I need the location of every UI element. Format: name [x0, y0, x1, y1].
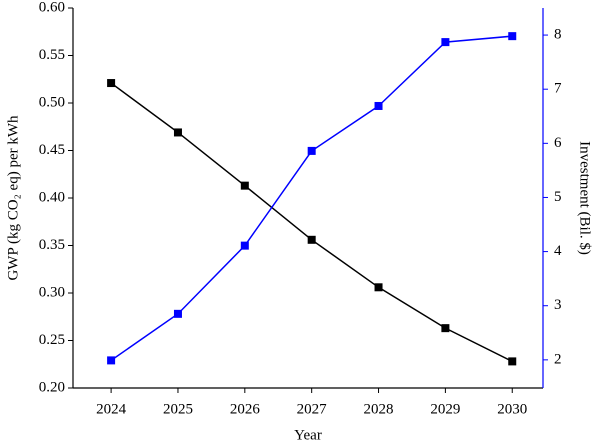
marker — [173, 128, 182, 137]
marker — [107, 356, 116, 365]
marker — [173, 309, 182, 318]
y-tick-label: 0.45 — [39, 142, 65, 158]
x-tick-label: 2027 — [297, 401, 328, 417]
y2-axis-label: Investment (Bil. $) — [577, 141, 593, 255]
series-line — [110, 35, 513, 362]
x-tick-label: 2026 — [230, 401, 261, 417]
y-tick-label: 0.30 — [39, 284, 65, 300]
y-tick-label: 0.35 — [39, 237, 65, 253]
y2-tick-label: 3 — [554, 297, 562, 313]
y-tick-label: 0.50 — [39, 94, 65, 110]
x-tick-label: 2024 — [96, 401, 127, 417]
marker — [441, 38, 450, 47]
x-tick-label: 2025 — [163, 401, 193, 417]
marker — [107, 79, 116, 88]
x-tick-label: 2030 — [497, 401, 527, 417]
x-tick-label: 2029 — [430, 401, 460, 417]
marker — [508, 357, 517, 366]
y-tick-label: 0.55 — [39, 47, 65, 63]
marker — [240, 241, 249, 250]
y-tick-label: 0.25 — [39, 332, 65, 348]
y2-tick-label: 4 — [554, 243, 562, 259]
y2-tick-label: 8 — [554, 27, 562, 43]
y-tick-label: 0.20 — [39, 379, 65, 395]
marker — [307, 146, 316, 155]
y-tick-label: 0.40 — [39, 189, 65, 205]
y2-tick-label: 6 — [554, 135, 562, 151]
y-tick-label: 0.60 — [39, 0, 65, 15]
series-line — [110, 82, 513, 363]
marker — [240, 181, 249, 190]
marker — [508, 32, 517, 41]
marker — [441, 324, 450, 333]
y2-tick-label: 2 — [554, 351, 562, 367]
y2-tick-label: 7 — [554, 81, 562, 97]
marker — [374, 101, 383, 110]
marker — [374, 283, 383, 292]
x-tick-label: 2028 — [364, 401, 394, 417]
y-axis-label: GWP (kg CO₂ eq) per kWh — [5, 115, 21, 281]
marker — [307, 235, 316, 244]
y2-tick-label: 5 — [554, 189, 562, 205]
x-axis-label: Year — [294, 427, 322, 443]
